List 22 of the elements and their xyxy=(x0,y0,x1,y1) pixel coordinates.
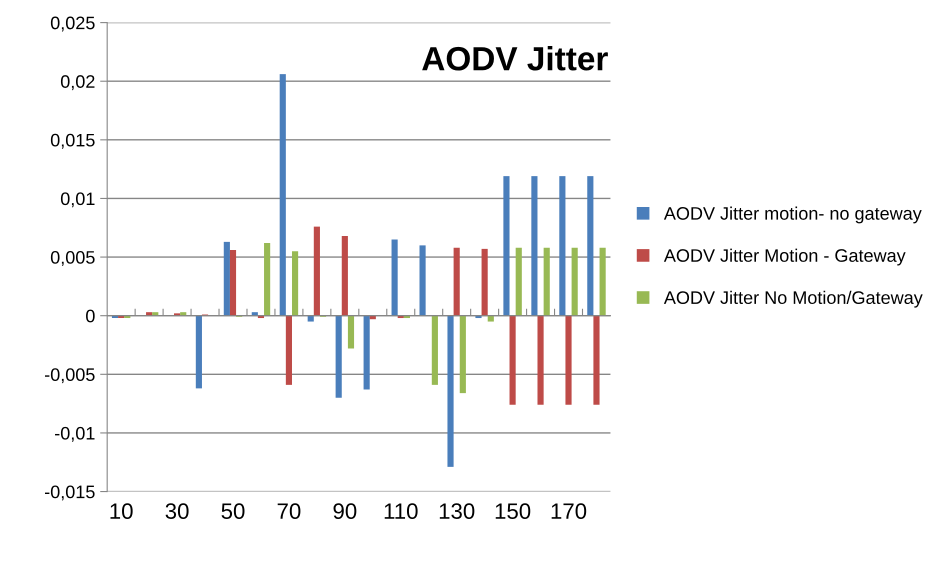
x-tick-label: 130 xyxy=(440,503,474,519)
x-tick-label: 170 xyxy=(552,503,586,519)
x-tick-label: 110 xyxy=(384,503,418,519)
y-tick-label: 0 xyxy=(86,310,95,322)
x-tick-label: 150 xyxy=(496,503,530,519)
y-tick-label: -0,015 xyxy=(44,485,95,500)
x-tick-label: 70 xyxy=(278,503,300,519)
y-tick-label: 0,025 xyxy=(50,16,95,32)
y-tick-label: 0,015 xyxy=(50,134,95,149)
x-tick-label: 10 xyxy=(110,503,133,519)
y-tick-label: 0,005 xyxy=(50,251,95,266)
y-tick-label: -0,005 xyxy=(44,368,95,384)
legend-label: AODV Jitter Motion - Gateway xyxy=(664,248,906,266)
x-tick-label: 30 xyxy=(166,503,189,519)
x-tick-label: 90 xyxy=(334,503,356,519)
legend-label: AODV Jitter motion- no gateway xyxy=(664,206,922,224)
y-tick-label: 0,01 xyxy=(60,192,94,208)
text: AODV Jitter xyxy=(422,46,608,71)
legend-label: AODV Jitter No Motion/Gateway xyxy=(664,290,923,308)
y-tick-label: -0,01 xyxy=(55,426,94,442)
y-tick-label: 0,02 xyxy=(60,75,94,90)
x-tick-label: 50 xyxy=(222,503,244,519)
